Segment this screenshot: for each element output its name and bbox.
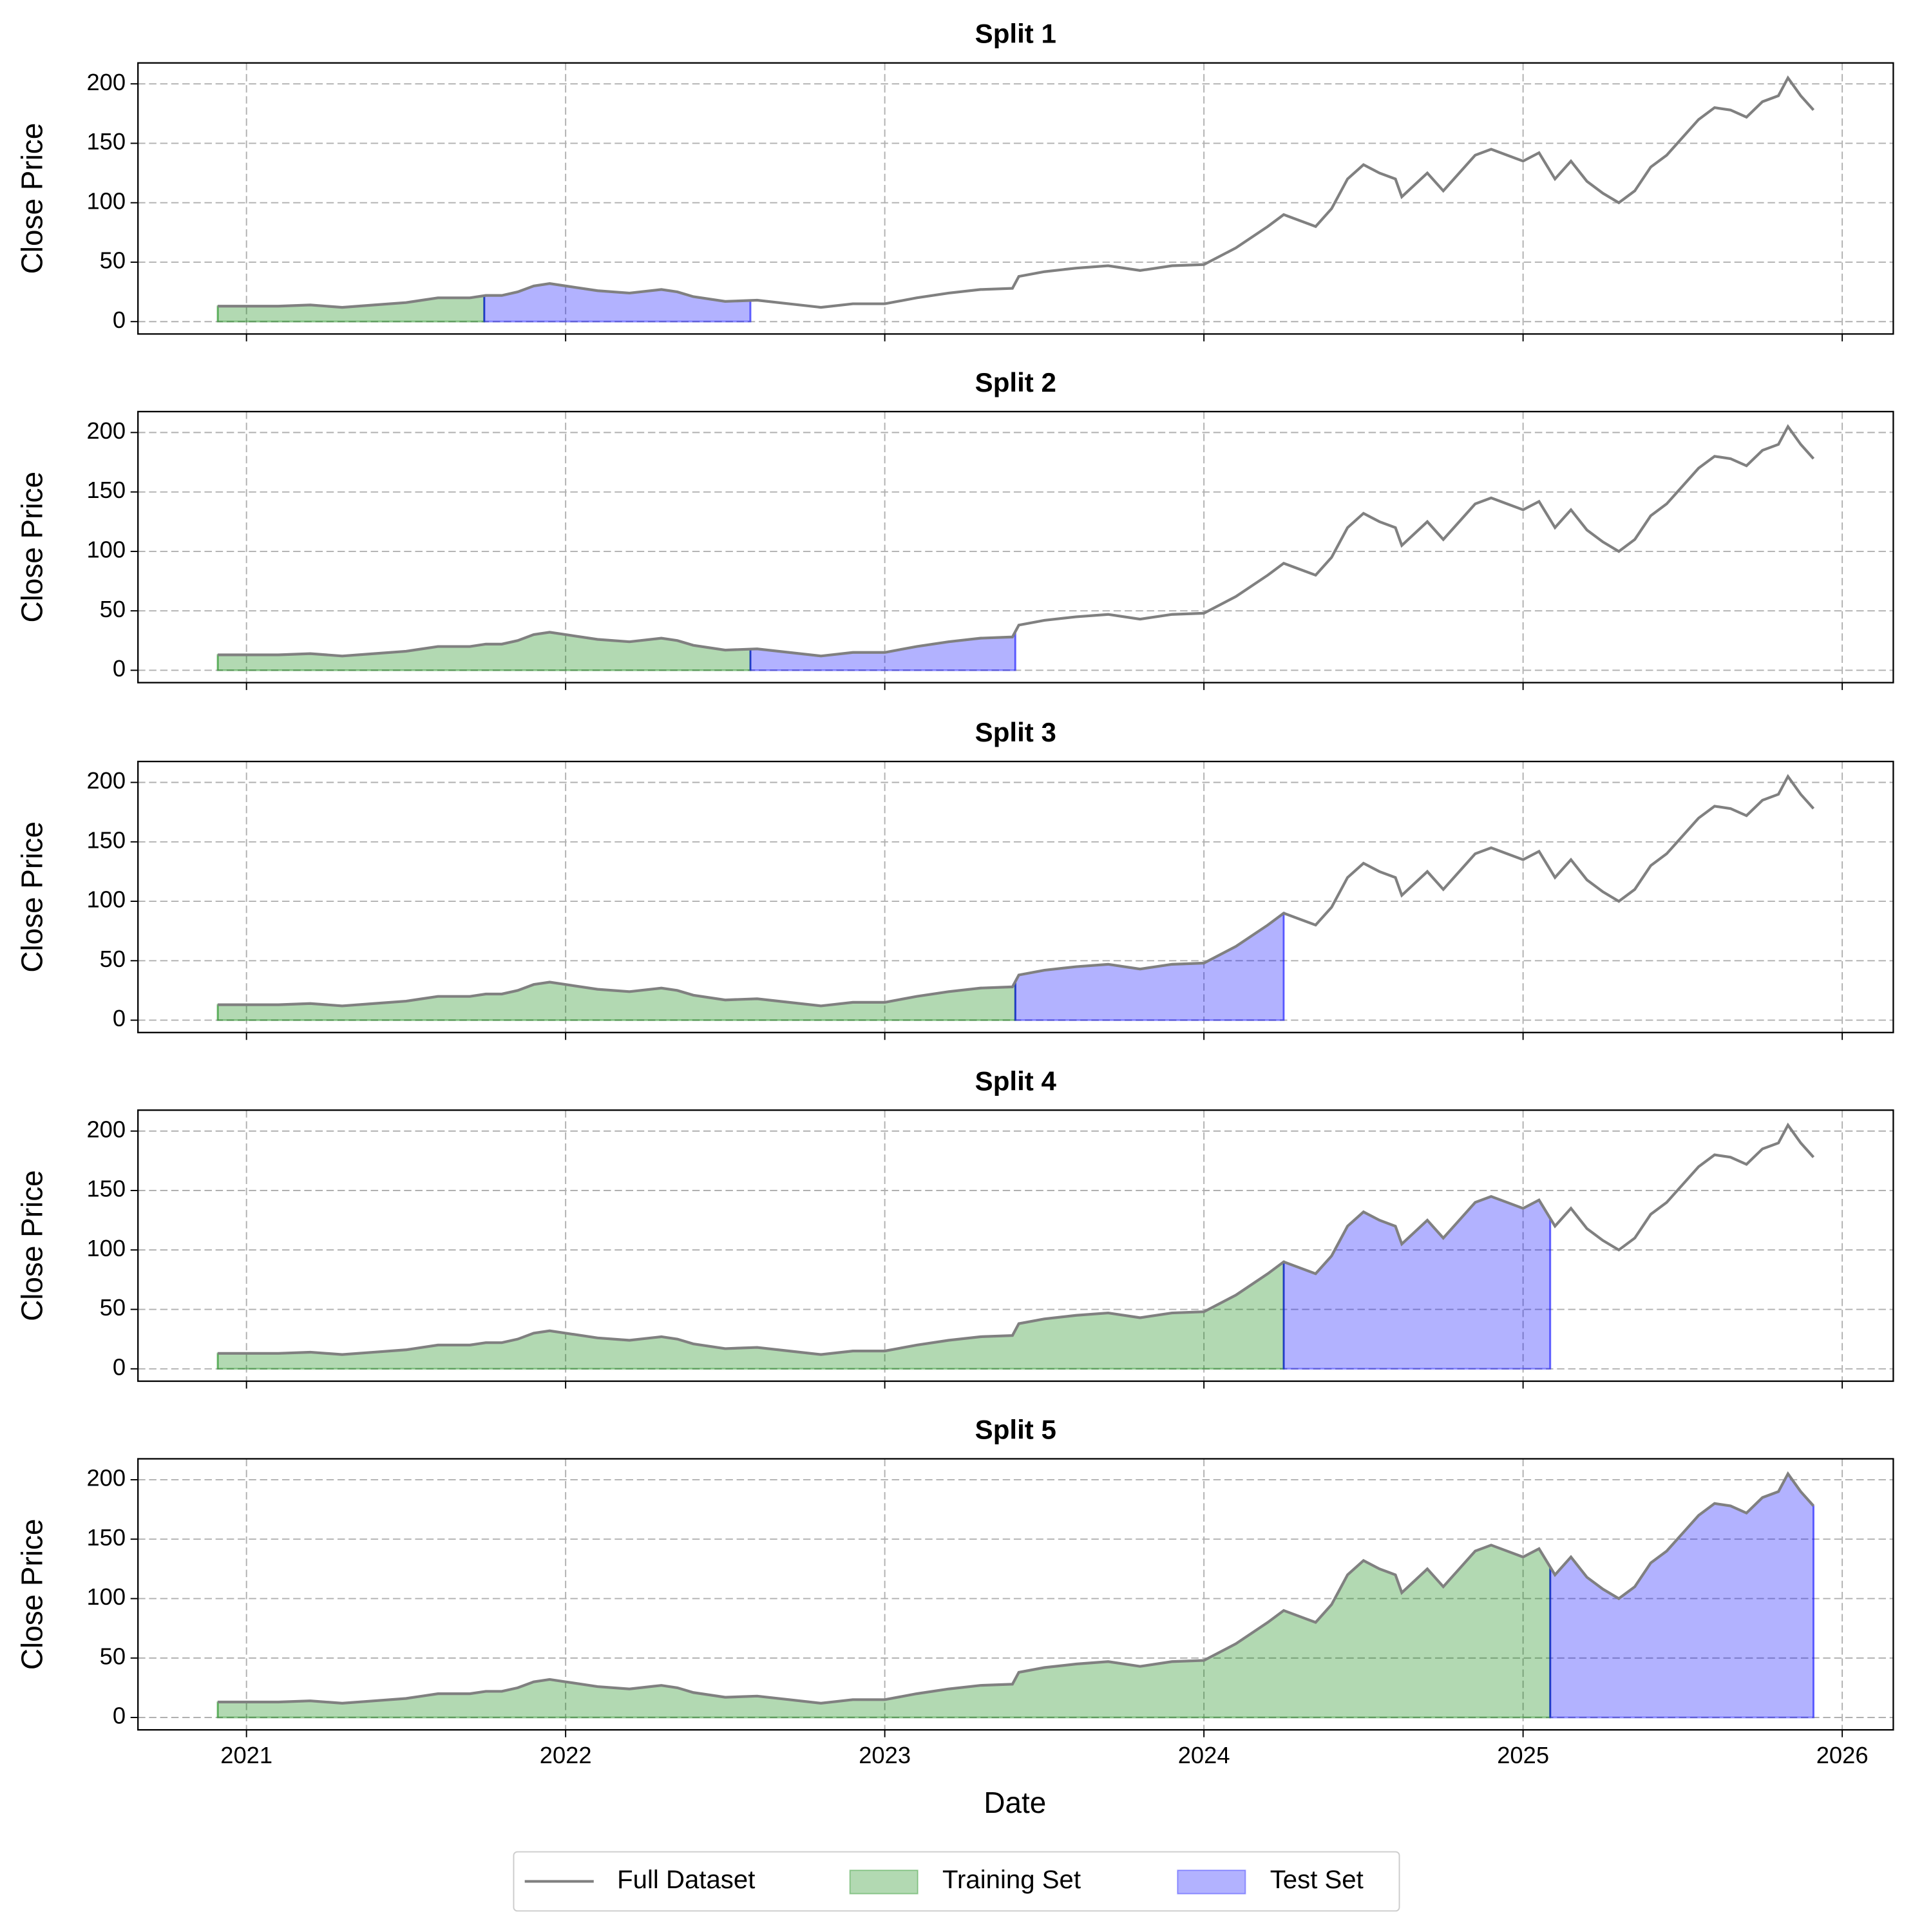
- subplot-title: Split 2: [975, 367, 1056, 397]
- subplot-title: Split 4: [975, 1066, 1057, 1096]
- y-tick-label: 50: [100, 596, 126, 622]
- y-tick-label: 200: [86, 1116, 126, 1142]
- legend-swatch: [849, 1870, 918, 1895]
- price-line: [218, 774, 1815, 1008]
- axes-frame: [137, 410, 1894, 684]
- price-line: [218, 1471, 1815, 1705]
- y-tick-label: 150: [86, 1176, 126, 1202]
- y-tick-label: 200: [86, 69, 126, 95]
- y-tick-label: 200: [86, 767, 126, 794]
- legend-box: [513, 1851, 1400, 1912]
- price-line: [218, 1122, 1815, 1356]
- legend-label: Training Set: [942, 1865, 1081, 1894]
- x-axis-label: Date: [984, 1786, 1046, 1819]
- y-tick-label: 50: [100, 1294, 126, 1321]
- y-tick-label: 0: [113, 1005, 126, 1031]
- y-tick-label: 100: [86, 886, 126, 913]
- y-tick-label: 0: [113, 1353, 126, 1380]
- subplot-title: Split 5: [975, 1415, 1056, 1445]
- area-fill: [216, 631, 752, 671]
- price-line: [218, 424, 1815, 658]
- legend-label: Test Set: [1270, 1865, 1364, 1894]
- y-tick-label: 200: [86, 417, 126, 444]
- area-fill: [1282, 1195, 1552, 1370]
- y-tick-label: 150: [86, 477, 126, 503]
- x-tick-label: 2024: [1178, 1742, 1230, 1768]
- y-axis-label: Close Price: [15, 472, 49, 623]
- x-tick-label: 2025: [1497, 1742, 1549, 1768]
- y-tick-label: 0: [113, 307, 126, 333]
- subplot-title: Split 3: [975, 717, 1056, 747]
- y-axis-label: Close Price: [15, 821, 49, 973]
- legend-swatch: [1177, 1870, 1246, 1895]
- area-fill: [1549, 1472, 1814, 1719]
- y-tick-label: 50: [100, 1643, 126, 1669]
- x-tick-label: 2021: [220, 1742, 272, 1768]
- legend-label: Full Dataset: [617, 1865, 755, 1894]
- y-axis-label: Close Price: [15, 1519, 49, 1670]
- y-tick-label: 100: [86, 1235, 126, 1261]
- y-axis-label: Close Price: [15, 1170, 49, 1321]
- y-tick-label: 100: [86, 1583, 126, 1610]
- x-tick-label: 2026: [1816, 1742, 1869, 1768]
- y-tick-label: 100: [86, 187, 126, 214]
- y-axis-label: Close Price: [15, 123, 49, 274]
- axes-frame: [137, 1458, 1894, 1731]
- area-fill: [216, 294, 486, 323]
- x-tick-label: 2022: [540, 1742, 592, 1768]
- y-tick-label: 200: [86, 1465, 126, 1491]
- y-tick-label: 150: [86, 1524, 126, 1551]
- subplot-title: Split 1: [975, 19, 1056, 49]
- y-tick-label: 50: [100, 946, 126, 972]
- y-tick-label: 0: [113, 655, 126, 682]
- y-tick-label: 150: [86, 827, 126, 853]
- x-tick-label: 2023: [859, 1742, 911, 1768]
- y-tick-label: 150: [86, 128, 126, 155]
- y-tick-label: 0: [113, 1703, 126, 1729]
- axes-frame: [137, 62, 1894, 335]
- y-tick-label: 100: [86, 537, 126, 563]
- y-tick-label: 50: [100, 247, 126, 274]
- axes-frame: [137, 760, 1894, 1033]
- axes-frame: [137, 1109, 1894, 1382]
- price-line: [218, 75, 1815, 309]
